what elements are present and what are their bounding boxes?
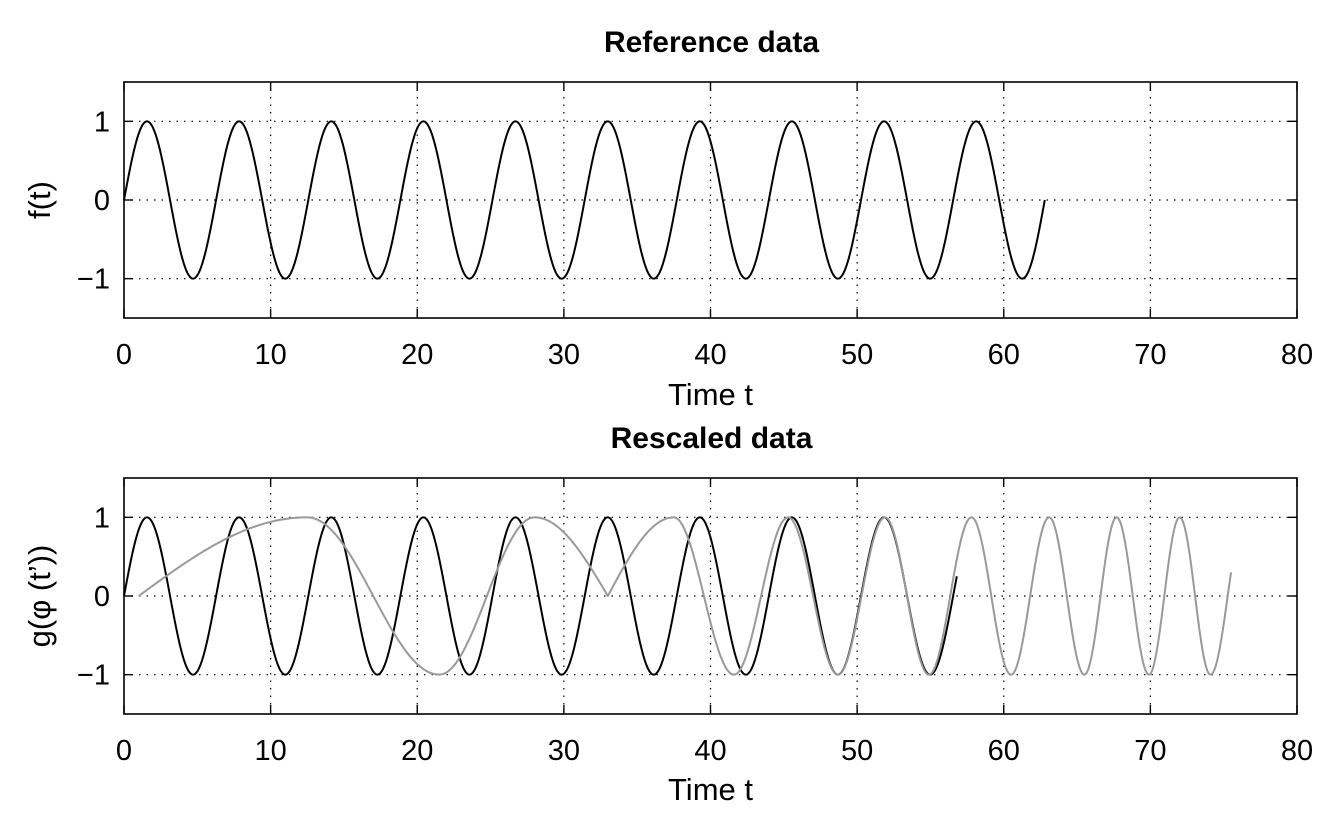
x-tick-label: 70 [1134, 735, 1166, 767]
x-tick-label: 10 [254, 339, 286, 371]
x-tick-label: 60 [988, 339, 1020, 371]
x-tick-label: 0 [116, 735, 132, 767]
x-tick-label: 40 [694, 339, 726, 371]
chart-title: Reference data [604, 26, 819, 59]
series-line-rescaled-reference [123, 516, 958, 676]
x-tick-label: 80 [1281, 339, 1313, 371]
x-tick-label: 20 [401, 735, 433, 767]
y-tick-label: 0 [94, 185, 110, 217]
x-tick-label: 0 [116, 339, 132, 371]
y-tick-label: 1 [94, 502, 110, 534]
x-tick-label: 20 [401, 339, 433, 371]
x-tick-label: 10 [254, 735, 286, 767]
chart-title: Rescaled data [611, 422, 813, 455]
series-line-reference [123, 120, 1046, 280]
x-axis-label: Time t [668, 772, 753, 807]
x-tick-label: 30 [548, 735, 580, 767]
y-axis-label: g(φ (t’)) [22, 545, 57, 648]
y-tick-label: 1 [94, 106, 110, 138]
x-axis-label: Time t [668, 377, 753, 412]
x-tick-label: 80 [1281, 735, 1313, 767]
x-tick-label: 40 [694, 735, 726, 767]
y-tick-label: −1 [77, 264, 110, 296]
x-tick-label: 50 [841, 339, 873, 371]
series-line-warped-signal [138, 516, 1233, 676]
x-tick-label: 30 [548, 339, 580, 371]
x-tick-label: 50 [841, 735, 873, 767]
y-axis-label: f(t) [22, 181, 57, 219]
y-tick-label: 0 [94, 581, 110, 613]
x-tick-label: 70 [1134, 339, 1166, 371]
x-tick-label: 60 [988, 735, 1020, 767]
y-tick-label: −1 [77, 660, 110, 692]
